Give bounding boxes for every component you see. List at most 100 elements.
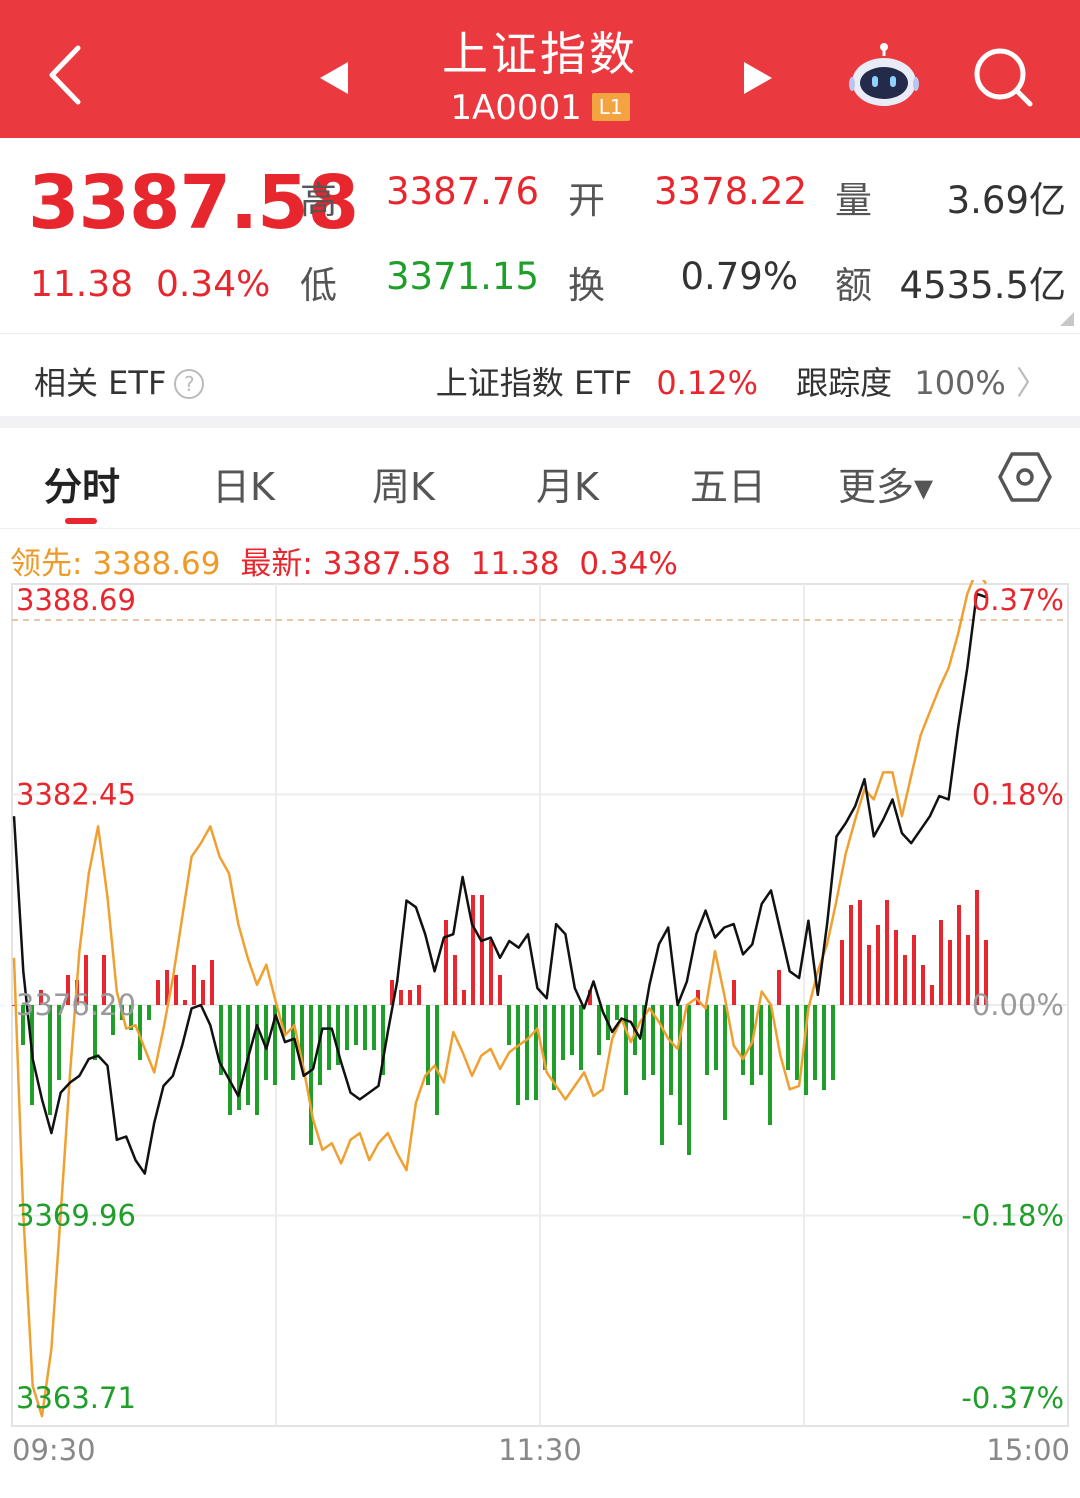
down-bar <box>624 1005 628 1095</box>
tab-more[interactable]: 更多▾ <box>838 465 934 509</box>
tab-monthly-k[interactable]: 月K <box>536 465 599 509</box>
help-icon[interactable]: ? <box>174 369 205 399</box>
expand-corner-icon[interactable] <box>1060 312 1074 326</box>
open-value: 3378.22 <box>654 170 808 213</box>
down-bar <box>435 1005 439 1115</box>
up-bar <box>957 905 961 1005</box>
down-bar <box>669 1005 673 1095</box>
tab-weekly-k[interactable]: 周K <box>372 465 435 509</box>
down-bar <box>615 1005 619 1020</box>
tab-daily-k[interactable]: 日K <box>212 465 275 509</box>
down-bar <box>93 1005 97 1060</box>
down-bar <box>768 1005 772 1125</box>
down-bar <box>363 1005 367 1050</box>
up-bar <box>984 940 988 1005</box>
down-bar <box>822 1005 826 1090</box>
y-axis-left-label: 3369.96 <box>16 1199 136 1233</box>
etf-label: 相关 ETF <box>34 364 167 402</box>
etf-name: 上证指数 ETF <box>435 364 633 402</box>
intraday-chart[interactable]: 3388.69 3382.45 3376.20 3369.96 3363.71 0.37%… <box>0 580 1080 1498</box>
up-bar <box>588 990 592 1005</box>
amount-label: 额 <box>835 264 872 307</box>
up-bar <box>849 905 853 1005</box>
down-bar <box>282 1005 286 1035</box>
x-axis-label: 11:30 <box>498 1433 582 1467</box>
etf-pct: 0.12% <box>656 364 758 402</box>
up-bar <box>408 990 412 1005</box>
down-bar <box>255 1005 259 1115</box>
previous-stock-icon[interactable] <box>316 58 356 98</box>
up-bar <box>156 980 160 1005</box>
down-bar <box>264 1005 268 1080</box>
related-etf-bar[interactable]: 相关 ETF? 上证指数 ETF 0.12% 跟踪度 100% 〉 <box>0 333 1080 416</box>
down-bar <box>705 1005 709 1075</box>
up-bar <box>183 1000 187 1005</box>
latest-change: 11.38 <box>470 546 560 582</box>
tab-five-day[interactable]: 五日 <box>690 465 767 509</box>
down-bar <box>570 1005 574 1055</box>
ai-assistant-robot-icon[interactable] <box>848 40 920 112</box>
y-axis-right-label: 0.18% <box>972 778 1064 812</box>
up-bar <box>390 980 394 1005</box>
y-axis-left-label: 3376.20 <box>16 988 136 1022</box>
down-bar <box>507 1005 511 1045</box>
down-bar <box>372 1005 376 1050</box>
low-label: 低 <box>300 264 337 307</box>
up-bar <box>777 970 781 1005</box>
down-bar <box>21 1005 25 1045</box>
down-bar <box>336 1005 340 1065</box>
back-arrow-icon[interactable] <box>40 40 96 110</box>
down-bar <box>534 1005 538 1100</box>
down-bar <box>723 1005 727 1120</box>
down-bar <box>759 1005 763 1075</box>
up-bar <box>39 990 43 1005</box>
down-bar <box>300 1005 304 1065</box>
up-bar <box>84 955 88 1005</box>
search-icon[interactable] <box>968 42 1038 112</box>
up-bar <box>165 970 169 1005</box>
header-bar: 上证指数 1A0001 L1 <box>0 0 1080 138</box>
y-axis-left-label: 3363.71 <box>16 1381 136 1415</box>
down-bar <box>813 1005 817 1080</box>
down-bar <box>309 1005 313 1145</box>
down-bar <box>237 1005 241 1110</box>
down-bar <box>597 1005 601 1055</box>
down-bar <box>48 1005 52 1115</box>
down-bar <box>525 1005 529 1100</box>
up-bar <box>840 940 844 1005</box>
x-axis-label: 09:30 <box>12 1433 96 1467</box>
down-bar <box>642 1005 646 1080</box>
volume-value: 3.69亿 <box>946 179 1066 222</box>
down-bar <box>543 1005 547 1070</box>
down-bar <box>651 1005 655 1075</box>
down-bar <box>678 1005 682 1125</box>
down-bar <box>147 1005 151 1020</box>
down-bar <box>327 1005 331 1070</box>
up-bar <box>696 990 700 1005</box>
up-bar <box>471 895 475 1005</box>
up-bar <box>948 940 952 1005</box>
down-bar <box>273 1005 277 1085</box>
level-badge: L1 <box>591 93 630 121</box>
y-axis-right-label: 0.37% <box>972 583 1064 617</box>
next-stock-icon[interactable] <box>736 58 776 98</box>
down-bar <box>129 1005 133 1030</box>
tracking-label: 跟踪度 <box>796 364 893 402</box>
stock-code: 1A0001 L1 <box>0 88 1080 128</box>
chart-info-line: 领先: 3388.69 最新: 3387.58 11.38 0.34% <box>10 538 678 583</box>
down-bar <box>516 1005 520 1105</box>
high-label: 高 <box>300 179 337 222</box>
price-line <box>12 592 987 1175</box>
down-bar <box>741 1005 745 1075</box>
up-bar <box>732 980 736 1005</box>
up-bar <box>453 955 457 1005</box>
up-bar <box>876 925 880 1005</box>
y-axis-right-label: 0.00% <box>972 988 1064 1022</box>
tab-intraday[interactable]: 分时 <box>44 465 121 509</box>
latest-pct: 0.34% <box>579 546 678 582</box>
etf-info[interactable]: 上证指数 ETF 0.12% 跟踪度 100% 〉 <box>436 358 1048 404</box>
down-bar <box>786 1005 790 1070</box>
up-bar <box>858 900 862 1005</box>
settings-hexagon-icon[interactable] <box>998 450 1052 504</box>
low-value: 3371.15 <box>386 255 540 298</box>
